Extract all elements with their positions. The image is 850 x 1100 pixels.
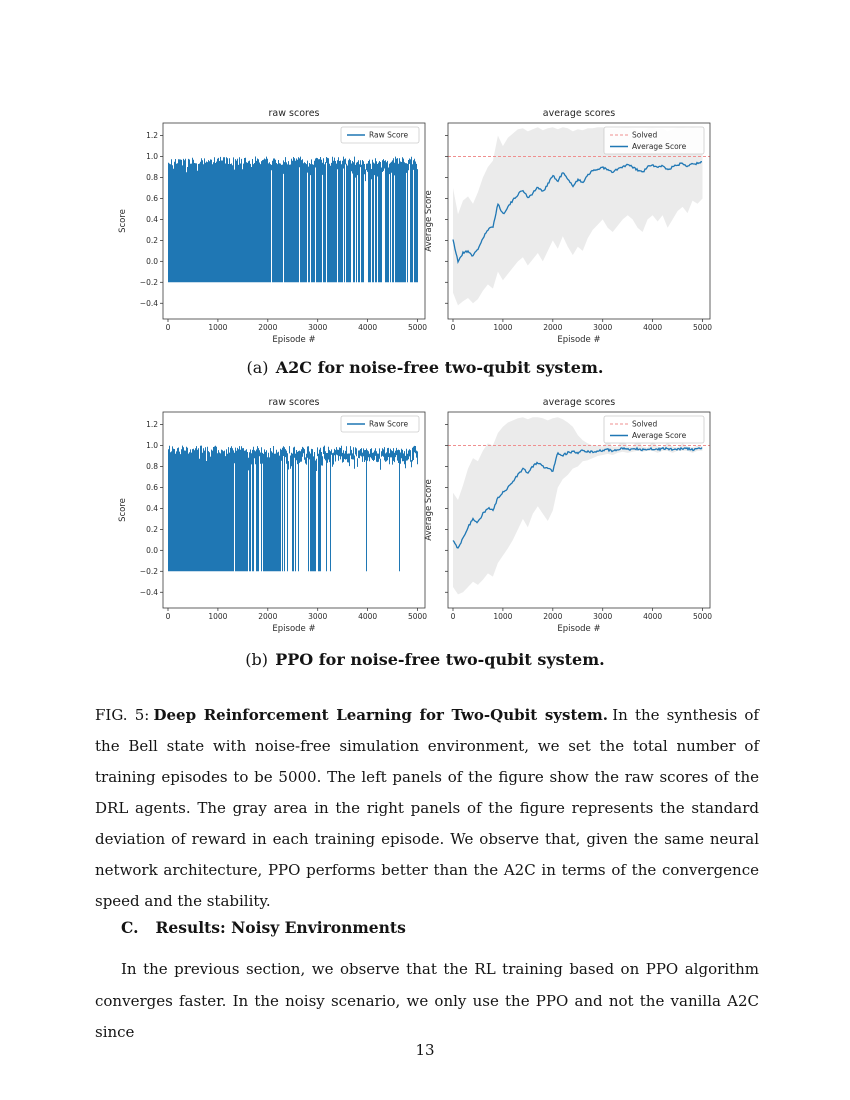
y-axis-label: Score — [118, 209, 128, 233]
svg-text:4000: 4000 — [358, 612, 377, 621]
svg-text:0.8: 0.8 — [146, 462, 158, 471]
svg-text:−0.2: −0.2 — [140, 567, 158, 576]
y-axis-label: Average Score — [424, 479, 434, 540]
svg-text:Solved: Solved — [632, 131, 657, 140]
svg-text:0.4: 0.4 — [146, 215, 158, 224]
plot-frame — [162, 411, 426, 609]
svg-text:1.2: 1.2 — [146, 131, 158, 140]
svg-text:−0.4: −0.4 — [140, 299, 158, 308]
chart-ppo-average-scores: 0 1000 2000 3000 4000 5000 Episode # Average Sc… — [424, 397, 712, 634]
plot-frame — [162, 122, 426, 320]
svg-text:3000: 3000 — [593, 612, 612, 621]
svg-text:5000: 5000 — [693, 612, 712, 621]
svg-text:0.4: 0.4 — [146, 504, 158, 513]
chart-title: average scores — [543, 397, 615, 408]
svg-text:1000: 1000 — [493, 323, 512, 332]
svg-text:0: 0 — [166, 612, 171, 621]
svg-text:0.0: 0.0 — [146, 546, 158, 555]
svg-text:3000: 3000 — [593, 323, 612, 332]
svg-text:1.2: 1.2 — [146, 420, 158, 429]
svg-text:1.0: 1.0 — [146, 441, 158, 450]
chart-ppo-raw-scores: 0 1000 2000 3000 4000 5000 1.2 1.0 0.8 0.6 0.4 0.2 0… — [118, 397, 427, 634]
svg-text:Raw Score: Raw Score — [369, 420, 409, 429]
subfigure-b-caption: (b) PPO for noise-free two-qubit system. — [0, 650, 850, 669]
svg-text:−0.4: −0.4 — [140, 588, 158, 597]
subfigure-a-caption: (a) A2C for noise-free two-qubit system. — [0, 358, 850, 377]
section-number: C. — [121, 918, 139, 937]
svg-text:1000: 1000 — [208, 612, 227, 621]
figure-caption-prefix: FIG. 5: — [95, 706, 150, 724]
subfigure-a-label: (a) — [246, 358, 269, 377]
figure-caption-bold: Deep Reinforcement Learning for Two-Qubi… — [153, 706, 609, 724]
page-number: 13 — [415, 1041, 435, 1059]
y-axis-label: Score — [118, 498, 128, 522]
svg-text:1.0: 1.0 — [146, 152, 158, 161]
std-deviation-band — [453, 417, 703, 595]
section-title: Results: Noisy Environments — [155, 918, 406, 937]
subfigure-b-title: PPO for noise-free two-qubit system. — [275, 650, 605, 669]
subfigure-a-title: A2C for noise-free two-qubit system. — [275, 358, 604, 377]
svg-text:0.8: 0.8 — [146, 173, 158, 182]
svg-text:3000: 3000 — [308, 612, 327, 621]
legend-box — [340, 415, 420, 433]
x-axis-label: Episode # — [272, 335, 315, 345]
svg-text:0.2: 0.2 — [146, 236, 158, 245]
x-axis-label: Episode # — [272, 624, 315, 634]
plot-frame — [447, 411, 711, 609]
svg-text:0.2: 0.2 — [146, 525, 158, 534]
svg-text:1000: 1000 — [208, 323, 227, 332]
legend-box — [603, 126, 705, 155]
svg-text:Average Score: Average Score — [632, 142, 687, 151]
chart-title: raw scores — [269, 108, 320, 119]
figure-caption: FIG. 5: Deep Reinforcement Learning for T… — [95, 700, 759, 917]
body-paragraph: In the previous section, we observe that… — [95, 960, 759, 1041]
svg-text:5000: 5000 — [693, 323, 712, 332]
svg-text:5000: 5000 — [408, 323, 427, 332]
svg-text:2000: 2000 — [258, 612, 277, 621]
chart-title: average scores — [543, 108, 615, 119]
chart-title: raw scores — [269, 397, 320, 408]
svg-text:1000: 1000 — [493, 612, 512, 621]
svg-text:4000: 4000 — [643, 323, 662, 332]
svg-text:2000: 2000 — [543, 612, 562, 621]
svg-text:Average Score: Average Score — [632, 431, 687, 440]
svg-text:5000: 5000 — [408, 612, 427, 621]
svg-text:0.6: 0.6 — [146, 194, 158, 203]
svg-text:0.6: 0.6 — [146, 483, 158, 492]
svg-text:0.0: 0.0 — [146, 257, 158, 266]
svg-text:4000: 4000 — [358, 323, 377, 332]
svg-text:2000: 2000 — [543, 323, 562, 332]
svg-text:0: 0 — [451, 323, 456, 332]
raw-score-spikes — [168, 156, 418, 283]
chart-a2c-raw-scores: 0 1000 2000 3000 4000 5000 1.2 1.0 0.8 0.6 0.4 0.2 0… — [118, 108, 427, 345]
average-score-line — [452, 446, 703, 549]
svg-text:Solved: Solved — [632, 420, 657, 429]
svg-text:Raw Score: Raw Score — [369, 131, 409, 140]
svg-text:0: 0 — [166, 323, 171, 332]
std-deviation-band — [453, 127, 703, 306]
x-axis-label: Episode # — [557, 335, 600, 345]
subfigure-b-label: (b) — [245, 650, 269, 669]
x-axis-label: Episode # — [557, 624, 600, 634]
raw-score-spikes — [168, 445, 418, 572]
svg-text:3000: 3000 — [308, 323, 327, 332]
svg-text:0: 0 — [451, 612, 456, 621]
svg-text:4000: 4000 — [643, 612, 662, 621]
average-score-line — [452, 161, 703, 265]
legend-box — [603, 415, 705, 444]
legend-box — [340, 126, 420, 144]
plot-frame — [447, 122, 711, 320]
figure-caption-text: In the synthesis of the Bell state with … — [95, 706, 759, 910]
y-axis-label: Average Score — [424, 190, 434, 251]
chart-a2c-average-scores: 0 1000 2000 3000 4000 5000 Episode # Average Sc… — [424, 108, 712, 345]
section-heading: C. Results: Noisy Environments — [121, 918, 406, 937]
svg-text:−0.2: −0.2 — [140, 278, 158, 287]
svg-text:2000: 2000 — [258, 323, 277, 332]
